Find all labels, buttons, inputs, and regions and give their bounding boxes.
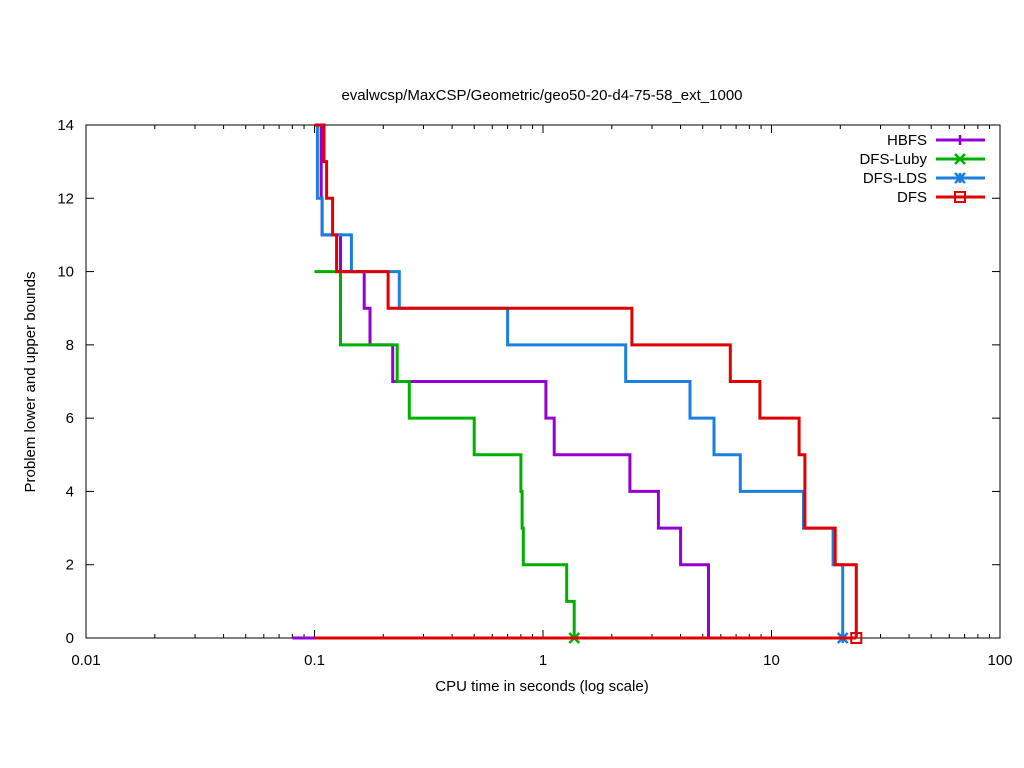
- x-axis: 0.01 0.1 1 10 100: [71, 125, 1013, 669]
- x-tick-label: 100: [987, 652, 1012, 669]
- series-dfs-lds: [314, 123, 849, 644]
- legend-marker: [954, 153, 966, 165]
- series-dfs-luby-upper-bound: [314, 270, 576, 638]
- legend-label: HBFS: [887, 132, 927, 149]
- series-dfs-upper-bound: [314, 123, 858, 638]
- y-axis: 0 2 4 6 8 10 12 14: [57, 117, 1000, 647]
- series-dfs-end-marker: [850, 632, 863, 644]
- legend-label: DFS-Luby: [859, 151, 927, 168]
- y-tick-label: 8: [66, 337, 74, 354]
- y-tick-label: 0: [66, 630, 74, 647]
- legend-entry-dfs-lds: DFS-LDS: [863, 170, 985, 187]
- legend-label: DFS-LDS: [863, 170, 927, 187]
- legend-entry-dfs-luby: DFS-Luby: [859, 151, 985, 168]
- y-tick-label: 14: [57, 117, 74, 134]
- x-tick-label: 10: [763, 652, 780, 669]
- legend-label: DFS: [897, 189, 927, 206]
- legend-marker: [954, 191, 966, 203]
- y-tick-label: 6: [66, 410, 74, 427]
- y-tick-label: 4: [66, 483, 74, 500]
- x-tick-label: 1: [539, 652, 547, 669]
- y-tick-label: 12: [57, 190, 74, 207]
- x-tick-label: 0.01: [71, 652, 100, 669]
- y-tick-label: 10: [57, 264, 74, 281]
- series-dfs-luby: [314, 270, 581, 644]
- series-layer: [292, 123, 863, 644]
- legend: HBFS DFS-Luby DFS-LDS DFS: [859, 132, 985, 206]
- series-dfs: [314, 123, 863, 644]
- x-axis-label: CPU time in seconds (log scale): [435, 678, 648, 695]
- legend-marker: [955, 135, 965, 145]
- chart-title: evalwcsp/MaxCSP/Geometric/geo50-20-d4-75…: [341, 87, 742, 104]
- legend-marker: [954, 172, 966, 184]
- y-tick-label: 2: [66, 557, 74, 574]
- legend-entry-dfs: DFS: [897, 189, 985, 206]
- legend-entry-hbfs: HBFS: [887, 132, 985, 149]
- y-axis-label: Problem lower and upper bounds: [22, 272, 39, 493]
- x-tick-label: 0.1: [304, 652, 325, 669]
